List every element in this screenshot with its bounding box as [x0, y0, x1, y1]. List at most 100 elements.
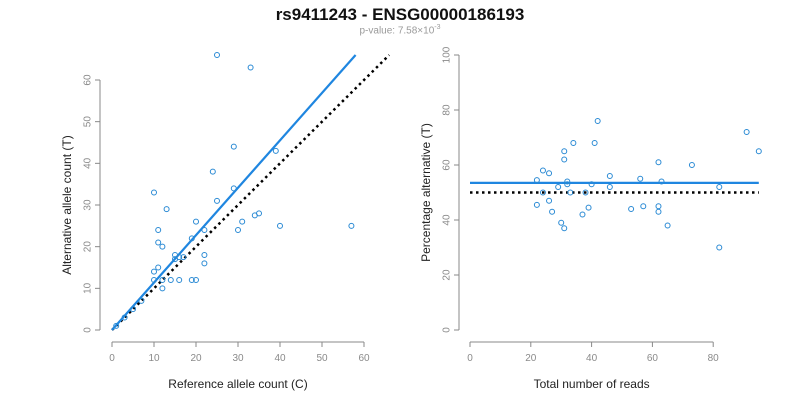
data-point	[151, 277, 157, 283]
data-point	[230, 143, 237, 150]
plot-1: 0 10 20 30 40 50 60 0 10 20 30 40 50 60 Reference alle…	[60, 52, 391, 391]
y-tick-label: 30	[83, 199, 94, 211]
y-tick-label: 100	[442, 46, 453, 63]
data-point	[546, 197, 553, 204]
y-tick-label: 80	[442, 104, 453, 116]
data-point	[582, 189, 589, 196]
y-tick-label: 20	[442, 269, 453, 281]
y-axis-label: Alternative allele count (T)	[60, 135, 74, 274]
data-point	[159, 285, 166, 292]
data-point	[272, 147, 279, 154]
data-point	[214, 52, 220, 58]
data-point	[658, 178, 665, 185]
data-point	[561, 148, 568, 155]
data-point	[549, 208, 556, 215]
data-point	[159, 277, 166, 283]
data-point	[235, 227, 241, 233]
data-point	[561, 156, 568, 163]
data-point	[655, 203, 662, 210]
reference-line	[111, 54, 391, 331]
y-tick-label: 40	[83, 157, 94, 169]
data-point	[688, 162, 695, 168]
data-point	[743, 129, 750, 135]
data-point	[201, 260, 208, 267]
data-point	[555, 184, 562, 190]
data-point	[155, 227, 162, 233]
data-point	[655, 208, 662, 215]
data-point	[561, 225, 568, 232]
x-axis-label: Reference allele count (C)	[168, 377, 307, 391]
pvalue-exponent: -3	[434, 24, 441, 31]
y-tick-label: 10	[83, 282, 94, 294]
data-point	[193, 277, 199, 283]
fit-line	[111, 54, 357, 331]
data-point	[755, 148, 762, 155]
data-point	[606, 184, 613, 190]
data-point	[564, 178, 571, 185]
y-axis-label: Percentage alternative (T)	[419, 123, 433, 262]
data-point	[637, 175, 644, 182]
data-point	[591, 140, 598, 146]
x-tick-label: 0	[109, 353, 115, 364]
data-point	[585, 204, 592, 211]
y-tick-label: 60	[83, 74, 94, 86]
data-point	[214, 197, 220, 204]
data-point	[594, 118, 601, 124]
data-point	[176, 277, 183, 283]
x-tick-label: 10	[148, 353, 160, 364]
data-point	[193, 218, 199, 225]
y-tick-label: 60	[442, 159, 453, 171]
data-point	[655, 159, 662, 166]
data-point	[716, 184, 723, 190]
y-tick-label: 50	[83, 116, 94, 128]
data-point	[151, 189, 157, 196]
data-point	[664, 222, 671, 229]
data-point	[163, 206, 170, 213]
data-point	[251, 212, 258, 219]
data-point	[188, 235, 195, 242]
x-tick-label: 0	[467, 353, 473, 364]
data-point	[546, 170, 553, 177]
data-point	[167, 277, 174, 283]
data-point	[716, 244, 723, 251]
data-point	[151, 268, 157, 275]
data-point	[533, 177, 540, 184]
data-point	[113, 322, 120, 329]
data-point	[558, 219, 565, 226]
data-point	[628, 206, 635, 212]
data-point	[640, 203, 647, 210]
x-tick-label: 40	[586, 353, 598, 364]
x-tick-label: 20	[525, 353, 537, 364]
data-point	[180, 254, 187, 261]
data-point	[570, 140, 577, 146]
data-point	[564, 181, 571, 188]
data-point	[209, 168, 216, 175]
x-tick-label: 60	[647, 353, 659, 364]
chart-title: rs9411243 - ENSG00000186193	[275, 5, 525, 24]
data-point	[239, 218, 246, 225]
x-tick-label: 80	[708, 353, 720, 364]
data-point	[155, 264, 162, 271]
data-point	[201, 227, 208, 233]
y-tick-label: 0	[442, 327, 453, 333]
data-point	[348, 222, 355, 229]
plot-2: 0 20 40 60 80 0 20 40 60 80 100 Total number of rea…	[419, 46, 762, 391]
x-tick-label: 40	[274, 353, 286, 364]
x-tick-label: 30	[232, 353, 244, 364]
data-point	[155, 239, 162, 246]
data-point	[230, 185, 237, 192]
data-point	[606, 173, 613, 179]
data-point	[176, 254, 183, 261]
data-point	[201, 252, 208, 258]
y-tick-label: 20	[83, 241, 94, 253]
data-point	[579, 211, 586, 218]
data-point	[159, 243, 166, 250]
pvalue-text: p-value: 7.58×10	[359, 25, 435, 37]
x-tick-label: 20	[190, 353, 202, 364]
data-point	[539, 189, 546, 196]
data-point	[130, 306, 136, 313]
data-point	[533, 201, 540, 208]
data-point	[539, 167, 546, 174]
x-axis-label: Total number of reads	[534, 377, 650, 391]
